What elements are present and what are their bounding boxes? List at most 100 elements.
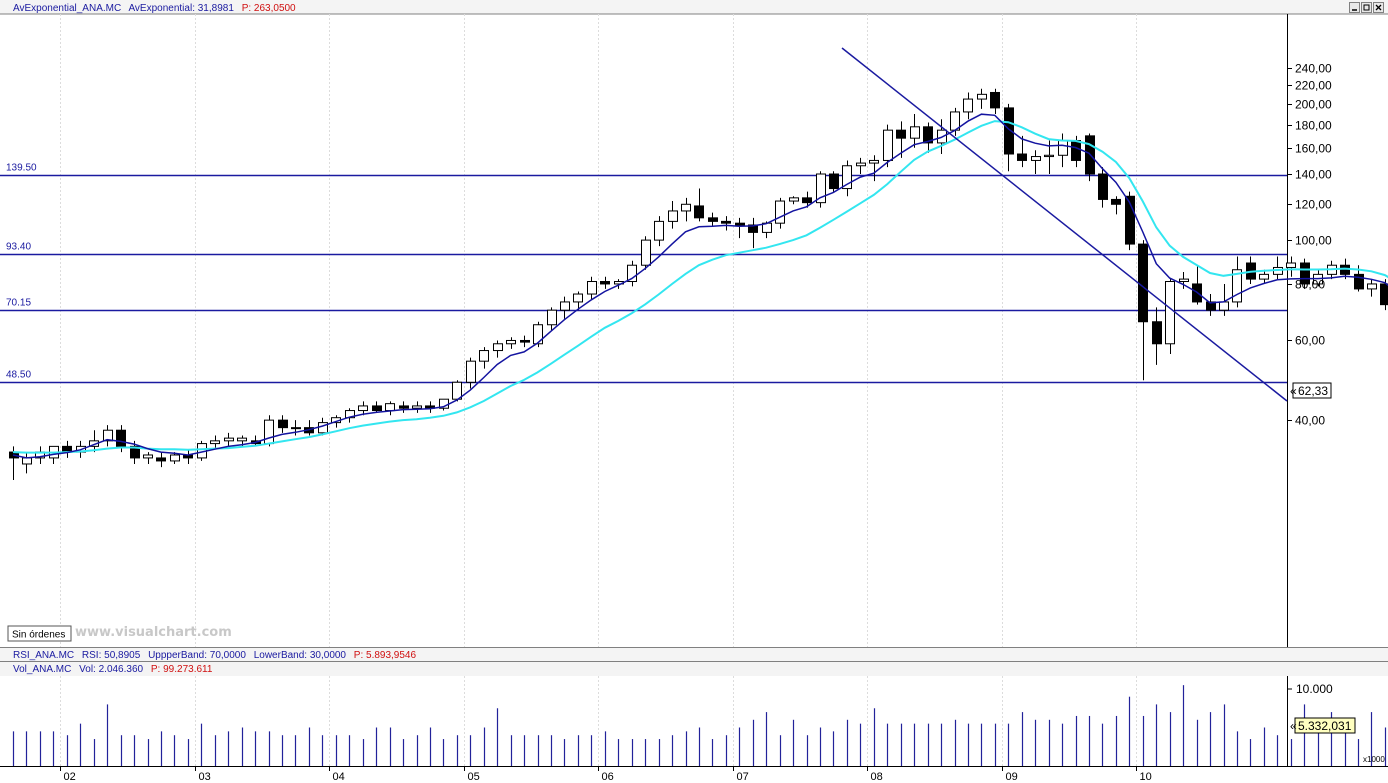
rsi-header-upper: UppperBand: 70,0000 [148, 650, 246, 661]
price-tick-label: 200,00 [1295, 98, 1332, 112]
price-tick-label: 120,00 [1295, 198, 1332, 212]
candle-bullish [385, 403, 395, 412]
ema-fast-line [12, 113, 1388, 459]
candle-bearish [372, 405, 382, 412]
candle-bearish [1354, 273, 1364, 290]
price-tick-label: 160,00 [1295, 142, 1332, 156]
rsi-header: RSI_ANA.MC RSI: 50,8905 UppperBand: 70,0… [13, 650, 416, 661]
candle-bullish [547, 309, 557, 326]
vol-last-box [1294, 717, 1356, 734]
vol-header-price: P: 99.273.611 [151, 664, 213, 675]
downtrend-line[interactable] [841, 47, 1288, 402]
watermark: www.visualchart.com [75, 625, 232, 640]
candle-bearish [990, 91, 1000, 109]
candle-bearish [1300, 262, 1310, 285]
price-header-name: AvExponential_ANA.MC [13, 3, 121, 14]
candle-bullish [587, 281, 597, 295]
rsi-header-indicator: RSI: 50,8905 [82, 650, 141, 661]
candle-bullish [573, 293, 583, 303]
candle-bearish [116, 429, 126, 447]
x-tick-label: 05 [468, 771, 480, 783]
candle-bullish [210, 440, 220, 445]
price-tick-label: 80,00 [1295, 278, 1325, 292]
candle-bullish [358, 405, 368, 412]
orders-button-frame[interactable] [7, 625, 72, 642]
vol-last-value: 5.332,031 [1298, 719, 1352, 733]
candle-bullish [143, 454, 153, 459]
candle-bullish [1058, 140, 1068, 156]
vol-last-arrow: « [1290, 719, 1297, 733]
candle-bullish [856, 162, 866, 167]
price-header-indicator: AvExponential: 31,8981 [128, 3, 234, 14]
candle-bullish [452, 381, 462, 400]
last-price-marker: « 62,33 [1290, 382, 1332, 399]
candle-bullish [22, 457, 32, 465]
rsi-panel: RSI_ANA.MC RSI: 50,8905 UppperBand: 70,0… [0, 648, 1388, 662]
price-minimize-button[interactable] [1349, 2, 1360, 13]
candle-bearish [1017, 153, 1027, 161]
price-tick-label: 180,00 [1295, 119, 1332, 133]
last-price-arrow: « [1290, 384, 1297, 398]
support-resistance-levels: 139.50 93.40 70.15 48.50 [0, 163, 1287, 384]
candle-bullish [869, 159, 879, 164]
candle-bullish [479, 350, 489, 362]
volume-bars [12, 685, 1387, 766]
candle-bullish [1232, 269, 1242, 303]
level-label: 70.15 [6, 298, 31, 309]
candle-bearish [896, 129, 906, 139]
x-tick-label: 06 [602, 771, 614, 783]
candle-bullish [1179, 278, 1189, 283]
price-header-price: P: 263,0500 [242, 3, 296, 14]
price-axis-ticks: 240,00 220,00 200,00 180,00 160,00 140,00 120,… [1287, 62, 1332, 428]
candle-bearish [600, 281, 610, 285]
rsi-header-bar [0, 648, 1388, 661]
vertical-grid [60, 14, 1137, 766]
x-tick-label: 07 [737, 771, 749, 783]
vol-header-indicator: Vol: 2.046.360 [79, 664, 143, 675]
candle-bullish [883, 129, 893, 161]
candle-bearish [694, 205, 704, 219]
candle-bullish [641, 239, 651, 266]
candle-bullish [789, 197, 799, 202]
price-tick-label: 140,00 [1295, 168, 1332, 182]
candle-bullish [103, 429, 113, 442]
price-tick-label: 240,00 [1295, 62, 1332, 76]
orders-button-label[interactable]: Sin órdenes [12, 630, 65, 641]
last-price-box [1292, 382, 1332, 399]
price-close-button[interactable] [1373, 2, 1384, 13]
candle-bearish [1152, 321, 1162, 345]
candle-bearish [802, 197, 812, 204]
candle-bullish [977, 93, 987, 100]
candle-bullish [842, 165, 852, 190]
x-tick-label: 10 [1140, 771, 1152, 783]
x-tick-label: 04 [333, 771, 345, 783]
maximize-button-frame[interactable] [1361, 2, 1372, 13]
rsi-header-name: RSI_ANA.MC [13, 650, 74, 661]
candle-bullish [412, 405, 422, 409]
level-label: 48.50 [6, 370, 31, 381]
x-tick-label: 09 [1006, 771, 1018, 783]
candle-bullish [1165, 281, 1175, 345]
candle-bearish [1138, 243, 1148, 323]
vol-header: Vol_ANA.MC Vol: 2.046.360 P: 99.273.611 [13, 664, 213, 675]
candle-bearish [278, 419, 288, 429]
minimize-button-frame[interactable] [1349, 2, 1360, 13]
x-tick-label: 03 [199, 771, 211, 783]
candle-bullish [1259, 273, 1269, 280]
level-label: 93.40 [6, 242, 31, 253]
candle-bearish [708, 217, 718, 222]
candle-bearish [1004, 107, 1014, 155]
price-maximize-button[interactable] [1361, 2, 1372, 13]
candle-bullish [681, 203, 691, 212]
candle-bearish [399, 405, 409, 409]
volume-panel: 10.000 « 5.332,031 x1000 Vol_ANA.MC Vol:… [0, 662, 1388, 767]
price-header: AvExponential_ANA.MC AvExponential: 31,8… [13, 3, 296, 14]
candle-bullish [1219, 301, 1229, 311]
candle-bearish [829, 173, 839, 190]
orders-button[interactable]: Sin órdenes [7, 625, 72, 642]
candle-bullish [560, 301, 570, 311]
candle-bearish [1125, 195, 1135, 245]
candle-bearish [520, 339, 530, 343]
candle-bullish [224, 437, 234, 442]
